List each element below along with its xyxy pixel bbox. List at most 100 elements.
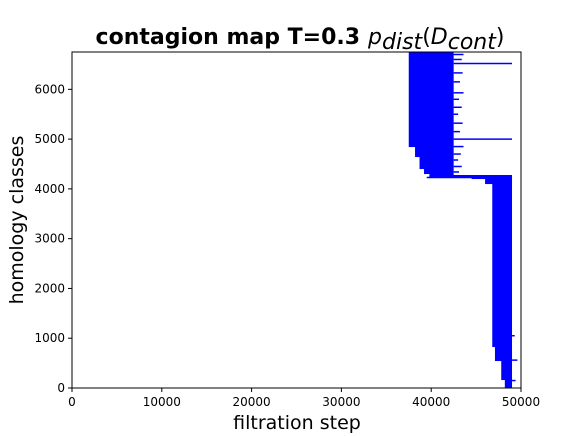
persistence-bar	[492, 270, 513, 272]
persistence-bar	[492, 221, 513, 223]
persistence-bar	[415, 153, 454, 155]
title-math-inner-base: D	[431, 25, 448, 50]
y-axis-label: homology classes	[6, 136, 28, 305]
persistence-bar	[492, 211, 513, 213]
persistence-bar	[501, 376, 513, 378]
persistence-bar	[492, 240, 513, 242]
persistence-bar	[492, 283, 513, 285]
persistence-bar	[492, 212, 513, 214]
persistence-bar	[492, 231, 513, 233]
persistence-bar	[492, 230, 513, 232]
title-math-open: (	[422, 25, 431, 50]
persistence-bar	[408, 128, 454, 130]
title-math-base: p	[367, 25, 382, 50]
persistence-bar	[408, 124, 454, 126]
persistence-bar	[408, 118, 454, 120]
persistence-bar	[419, 159, 454, 161]
persistence-bar	[492, 324, 513, 326]
persistence-bar	[492, 248, 513, 250]
persistence-bar	[429, 174, 454, 176]
persistence-bar	[408, 63, 454, 65]
persistence-bar	[492, 213, 513, 215]
persistence-bar	[492, 325, 513, 327]
persistence-bar	[492, 201, 513, 203]
persistence-bar	[492, 222, 513, 224]
persistence-bar	[492, 197, 513, 199]
y-tick-label: 2000	[34, 281, 65, 295]
persistence-bar	[408, 111, 454, 113]
persistence-bar	[408, 119, 454, 121]
persistence-bar	[492, 189, 513, 191]
persistence-bar	[408, 131, 454, 133]
persistence-bar	[408, 120, 454, 122]
persistence-bar	[501, 363, 513, 365]
persistence-bar	[408, 84, 454, 86]
persistence-bar	[492, 195, 513, 197]
persistence-bar	[408, 145, 454, 147]
persistence-bar	[408, 68, 454, 70]
persistence-bar	[408, 75, 454, 77]
persistence-bar	[408, 60, 454, 62]
persistence-bar	[492, 200, 513, 202]
persistence-bar	[494, 351, 513, 353]
persistence-bar	[492, 190, 513, 192]
persistence-bar	[408, 81, 454, 83]
persistence-bar	[408, 57, 454, 59]
persistence-bar	[419, 163, 454, 165]
persistence-bar	[408, 101, 454, 103]
persistence-bar	[408, 86, 454, 88]
persistence-bar	[408, 144, 454, 146]
persistence-bar	[492, 224, 513, 226]
persistence-bar	[408, 140, 454, 142]
persistence-bar	[492, 263, 513, 265]
persistence-bar	[494, 360, 513, 362]
persistence-bar	[408, 109, 454, 111]
persistence-bar	[408, 54, 454, 56]
persistence-bar	[492, 317, 513, 319]
persistence-bar	[492, 268, 513, 270]
persistence-bar	[492, 217, 513, 219]
persistence-bar	[408, 106, 454, 108]
persistence-bar	[492, 260, 513, 262]
persistence-bar	[408, 72, 454, 74]
persistence-bar	[408, 102, 454, 104]
persistence-bar	[408, 107, 454, 109]
persistence-bar	[492, 310, 513, 312]
persistence-bar	[492, 321, 513, 323]
persistence-bar	[408, 129, 454, 131]
persistence-bar	[408, 77, 454, 79]
persistence-bar	[492, 238, 513, 240]
persistence-bar	[492, 281, 513, 283]
persistence-bar	[492, 252, 513, 254]
persistence-bar	[492, 326, 513, 328]
persistence-bar	[494, 352, 513, 354]
persistence-bar	[419, 168, 454, 170]
persistence-bar	[408, 82, 454, 84]
persistence-bar	[501, 370, 513, 372]
persistence-bar	[492, 253, 513, 255]
persistence-bar	[492, 332, 513, 334]
persistence-bar	[408, 132, 454, 134]
persistence-bar	[408, 125, 454, 127]
persistence-bar	[492, 194, 513, 196]
persistence-bar	[408, 141, 454, 143]
persistence-bar	[408, 91, 454, 93]
persistence-bar	[408, 71, 454, 73]
persistence-bar	[408, 95, 454, 97]
x-tick-label: 0	[68, 395, 76, 409]
persistence-bar	[415, 149, 454, 151]
persistence-bar	[492, 199, 513, 201]
chart-title: contagion map T=0.3 pdist(Dcont)	[96, 25, 505, 55]
persistence-bar	[501, 374, 513, 376]
persistence-bar	[408, 137, 454, 139]
persistence-bar	[485, 180, 513, 182]
persistence-bar	[424, 172, 454, 174]
persistence-bar	[501, 377, 513, 379]
persistence-bar	[494, 354, 513, 356]
persistence-bar	[492, 282, 513, 284]
persistence-bar	[492, 219, 513, 221]
persistence-bar	[492, 327, 513, 329]
persistence-bar	[492, 341, 513, 343]
persistence-bar	[492, 320, 513, 322]
persistence-bar	[408, 142, 454, 144]
